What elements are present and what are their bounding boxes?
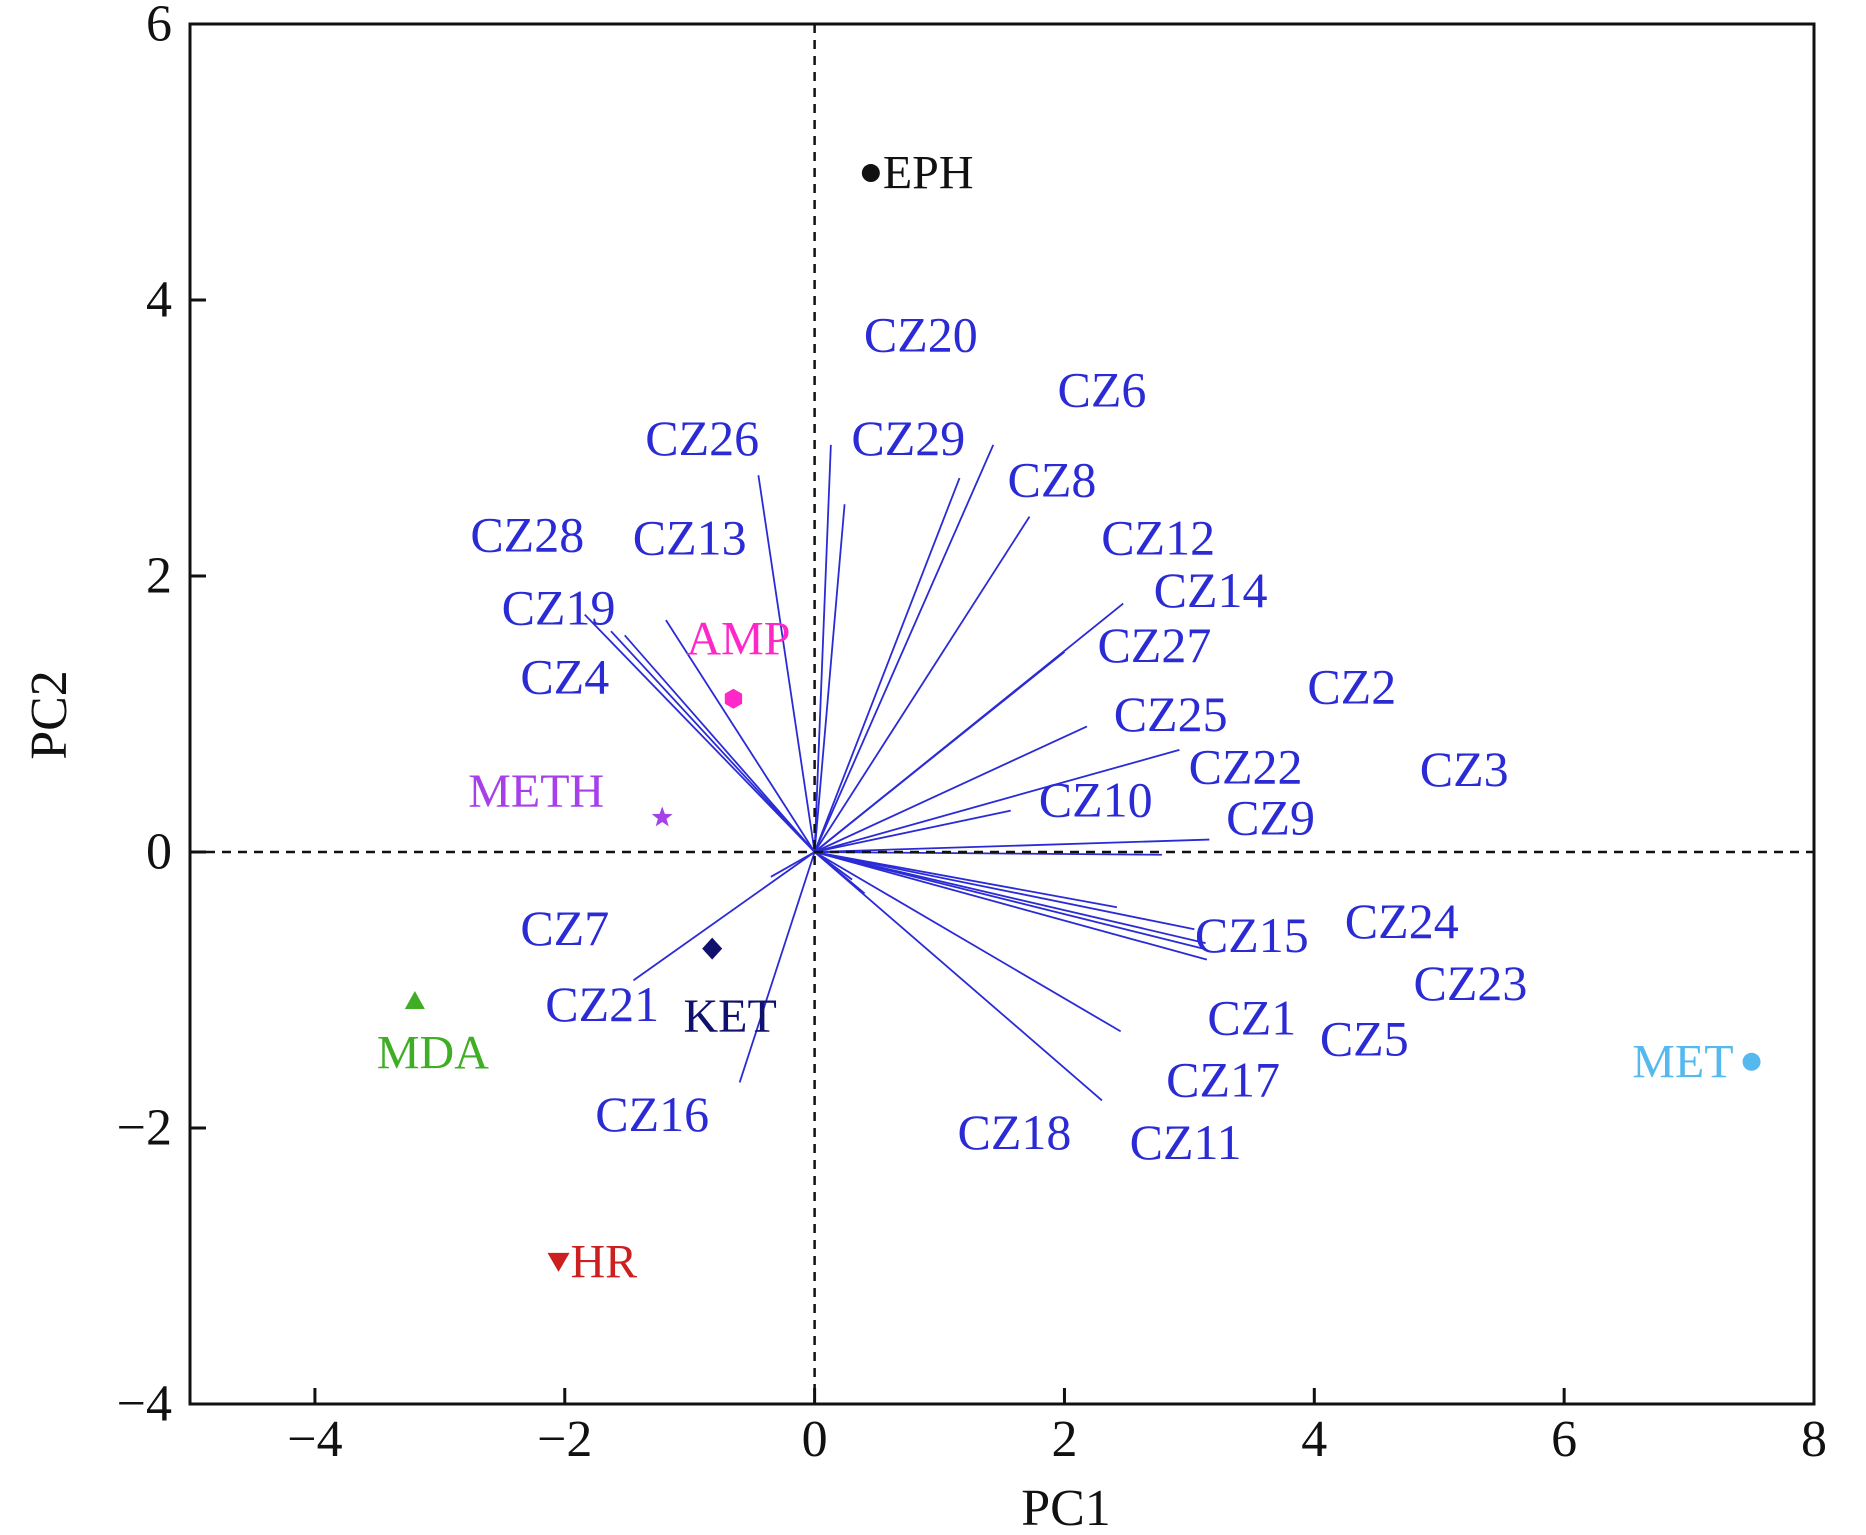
sample-label-cz27: CZ27 [1097, 617, 1211, 673]
plot-frame [188, 22, 1816, 1406]
sample-label-cz1: CZ1 [1207, 990, 1296, 1046]
loading-vector-cz15 [814, 851, 1195, 931]
loading-vector-cz22 [814, 749, 1180, 853]
axes: −4 −2 0 2 4 6 8 −4 −2 0 2 4 6 [117, 0, 1827, 1468]
sample-label-cz23: CZ23 [1414, 955, 1528, 1011]
eph-label: EPH [883, 147, 974, 200]
x-tick-label: −4 [287, 1411, 342, 1468]
loading-vector-cz29 [813, 444, 832, 853]
sample-label-cz4: CZ4 [520, 649, 609, 705]
sample-label-cz15: CZ15 [1195, 907, 1309, 963]
x-tick-label: −2 [537, 1411, 592, 1468]
sample-label-cz25: CZ25 [1114, 686, 1228, 742]
loading-vector-cz28 [584, 614, 816, 853]
x-tick-label: 4 [1301, 1411, 1327, 1468]
y-axis-title: PC2 [21, 670, 78, 760]
loading-vector-cz19 [624, 634, 816, 853]
sample-label-cz5: CZ5 [1320, 1010, 1409, 1066]
mda-marker [404, 991, 425, 1010]
meth-label: METH [468, 765, 604, 818]
loading-vector-cz16 [738, 851, 816, 1083]
sample-label-cz11: CZ11 [1130, 1114, 1242, 1170]
loading-vectors [584, 444, 1210, 1102]
sample-label-cz26: CZ26 [645, 410, 759, 466]
loading-vector-cz25 [814, 725, 1088, 853]
y-tick-label: −4 [117, 1376, 172, 1433]
loading-vector-cz20 [813, 504, 846, 853]
sample-label-cz12: CZ12 [1101, 509, 1215, 565]
sample-label-cz22: CZ22 [1189, 738, 1303, 794]
loading-vector-cz10 [814, 809, 1011, 853]
sample-label-cz7: CZ7 [520, 900, 609, 956]
hr-label: HR [571, 1235, 638, 1288]
sample-label-cz6: CZ6 [1057, 362, 1146, 418]
sample-label-cz28: CZ28 [470, 507, 584, 563]
eph-marker [861, 164, 880, 183]
mda-label: MDA [377, 1027, 489, 1080]
loading-vector-cz26 [757, 475, 816, 853]
sample-label-cz21: CZ21 [545, 976, 659, 1032]
x-tick-label: 2 [1051, 1411, 1077, 1468]
y-tick-label: 6 [146, 0, 172, 53]
loading-vector-cz4 [610, 630, 816, 853]
amp-marker [724, 688, 743, 709]
sample-label-cz10: CZ10 [1039, 772, 1153, 828]
loading-vector-cz24 [814, 851, 1206, 944]
sample-label-cz18: CZ18 [958, 1104, 1072, 1160]
loading-vector-cz5 [814, 851, 1122, 1033]
sample-label-cz3: CZ3 [1420, 741, 1509, 797]
sample-label-cz19: CZ19 [502, 580, 616, 636]
sample-label-cz20: CZ20 [864, 307, 978, 363]
x-tick-label: 0 [802, 1411, 828, 1468]
sample-label-cz17: CZ17 [1166, 1052, 1280, 1108]
loading-vector-cz21 [632, 851, 816, 982]
y-tick-label: 2 [146, 548, 172, 605]
loading-vector-cz3 [814, 851, 1118, 909]
loading-vector-cz23 [814, 851, 1204, 950]
loading-vector-cz8 [813, 477, 961, 853]
x-tick-label: 6 [1551, 1411, 1577, 1468]
loading-vector-cz2 [814, 851, 1162, 856]
met-label: MET [1632, 1035, 1733, 1088]
sample-label-cz9: CZ9 [1226, 790, 1315, 846]
sample-label-cz13: CZ13 [633, 509, 747, 565]
loading-vector-cz27 [814, 651, 1066, 853]
loading-vector-cz7 [770, 851, 816, 878]
loading-vector-cz9 [814, 838, 1210, 853]
ket-label: KET [684, 990, 777, 1043]
sample-label-cz14: CZ14 [1154, 562, 1268, 618]
loading-vector-cz6 [813, 444, 995, 853]
x-tick-label: 8 [1801, 1411, 1827, 1468]
sample-label-cz24: CZ24 [1345, 893, 1459, 949]
ket-marker [702, 937, 723, 960]
sample-label-cz29: CZ29 [851, 410, 965, 466]
loading-vector-cz13 [665, 619, 816, 853]
loading-vector-cz1 [814, 851, 1208, 961]
sample-label-cz16: CZ16 [595, 1086, 709, 1142]
loading-vector-cz17 [814, 851, 1103, 1102]
reference-lines [190, 24, 1814, 1404]
y-tick-label: −2 [117, 1100, 172, 1157]
meth-marker [651, 806, 673, 827]
loading-vector-cz11 [814, 851, 866, 895]
met-marker [1742, 1052, 1761, 1071]
sample-label-cz2: CZ2 [1307, 658, 1396, 714]
loading-vector-cz12 [813, 516, 1031, 853]
variable-points: EPH AMP METH KET MDA HR MET [377, 147, 1761, 1288]
hr-marker [547, 1252, 570, 1272]
sample-label-cz8: CZ8 [1008, 451, 1097, 507]
y-tick-label: 4 [146, 272, 172, 329]
amp-label: AMP [686, 612, 790, 665]
x-axis-title: PC1 [1021, 1480, 1111, 1535]
y-tick-label: 0 [146, 824, 172, 881]
